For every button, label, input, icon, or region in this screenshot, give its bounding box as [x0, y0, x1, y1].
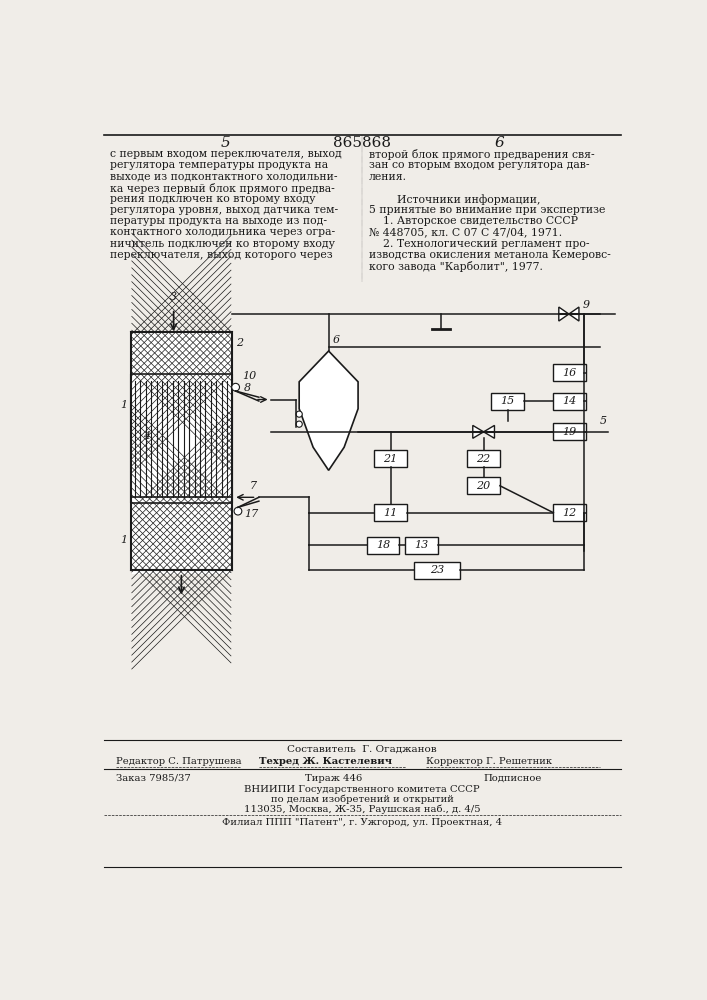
- Bar: [132, 374, 231, 378]
- Text: 113035, Москва, Ж-35, Раушская наб., д. 4/5: 113035, Москва, Ж-35, Раушская наб., д. …: [244, 805, 480, 814]
- Text: 8: 8: [244, 383, 251, 393]
- Text: ка через первый блок прямого предва-: ка через первый блок прямого предва-: [110, 183, 335, 194]
- Text: выходе из подконтактного холодильни-: выходе из подконтактного холодильни-: [110, 172, 337, 182]
- Text: 11: 11: [383, 508, 398, 518]
- Text: регулятора уровня, выход датчика тем-: регулятора уровня, выход датчика тем-: [110, 205, 338, 215]
- Circle shape: [234, 507, 242, 515]
- Text: 13: 13: [414, 540, 428, 550]
- Bar: [554, 423, 586, 440]
- Bar: [132, 374, 231, 380]
- Bar: [132, 570, 231, 574]
- Text: пературы продукта на выходе из под-: пературы продукта на выходе из под-: [110, 216, 327, 226]
- Polygon shape: [473, 425, 484, 438]
- Circle shape: [232, 383, 240, 391]
- Text: 5 принятые во внимание при экспертизе: 5 принятые во внимание при экспертизе: [369, 205, 605, 215]
- Text: 1: 1: [120, 400, 127, 410]
- Text: 6: 6: [332, 335, 339, 345]
- Text: изводства окисления метанола Кемеровс-: изводства окисления метанола Кемеровс-: [369, 250, 611, 260]
- Text: 21: 21: [383, 454, 398, 464]
- Text: регулятора температуры продукта на: регулятора температуры продукта на: [110, 160, 328, 170]
- Text: Редактор С. Патрушева: Редактор С. Патрушева: [115, 757, 241, 766]
- Text: Подписное: Подписное: [484, 774, 542, 783]
- Text: Тираж 446: Тираж 446: [305, 774, 363, 783]
- Text: 17: 17: [244, 509, 258, 519]
- Text: 2. Технологический регламент про-: 2. Технологический регламент про-: [369, 239, 590, 249]
- Bar: [231, 332, 270, 374]
- Text: 9: 9: [583, 300, 590, 310]
- Circle shape: [296, 411, 303, 417]
- Bar: [132, 332, 231, 374]
- Text: по делам изобретений и открытий: по делам изобретений и открытий: [271, 795, 453, 804]
- Text: 10: 10: [242, 371, 256, 381]
- Text: Составитель  Г. Огаджанов: Составитель Г. Огаджанов: [287, 744, 437, 753]
- Text: 12: 12: [563, 508, 577, 518]
- Bar: [131, 332, 232, 570]
- Bar: [131, 332, 232, 570]
- Text: переключателя, выход которого через: переключателя, выход которого через: [110, 250, 333, 260]
- Text: № 448705, кл. С 07 С 47/04, 1971.: № 448705, кл. С 07 С 47/04, 1971.: [369, 227, 562, 237]
- Bar: [374, 504, 407, 521]
- Bar: [231, 503, 270, 570]
- Bar: [467, 450, 500, 467]
- Text: 22: 22: [477, 454, 491, 464]
- Text: 15: 15: [501, 396, 515, 406]
- Bar: [132, 380, 231, 497]
- Text: 1. Авторское свидетельство СССР: 1. Авторское свидетельство СССР: [369, 216, 578, 226]
- Text: Корректор Г. Решетник: Корректор Г. Решетник: [426, 757, 551, 766]
- Polygon shape: [559, 307, 569, 321]
- Circle shape: [296, 421, 303, 427]
- Text: 19: 19: [563, 427, 577, 437]
- Bar: [554, 393, 586, 410]
- Bar: [88, 503, 132, 570]
- Bar: [132, 497, 231, 503]
- Text: 1: 1: [120, 535, 127, 545]
- Bar: [132, 316, 231, 332]
- Text: 7: 7: [250, 481, 257, 491]
- Bar: [88, 332, 132, 374]
- Bar: [467, 477, 500, 494]
- Polygon shape: [569, 307, 579, 321]
- Bar: [374, 450, 407, 467]
- Text: 23: 23: [430, 565, 444, 575]
- Bar: [491, 393, 524, 410]
- Text: 5: 5: [600, 416, 607, 426]
- Text: 20: 20: [477, 481, 491, 491]
- Text: контактного холодильника через огра-: контактного холодильника через огра-: [110, 227, 335, 237]
- Text: Заказ 7985/37: Заказ 7985/37: [115, 774, 190, 783]
- Text: с первым входом переключателя, выход: с первым входом переключателя, выход: [110, 149, 341, 159]
- Text: 16: 16: [563, 368, 577, 378]
- Text: ления.: ления.: [369, 172, 407, 182]
- Text: зан со вторым входом регулятора дав-: зан со вторым входом регулятора дав-: [369, 160, 590, 170]
- Text: 6: 6: [494, 136, 504, 150]
- Bar: [367, 537, 399, 554]
- Text: ничитель подключен ко второму входу: ничитель подключен ко второму входу: [110, 239, 335, 249]
- Text: Источники информации,: Источники информации,: [369, 194, 540, 205]
- Polygon shape: [299, 351, 358, 470]
- Text: 5: 5: [221, 136, 230, 150]
- Bar: [414, 562, 460, 579]
- Text: 14: 14: [563, 396, 577, 406]
- Bar: [132, 503, 231, 570]
- Text: ВНИИПИ Государственного комитета СССР: ВНИИПИ Государственного комитета СССР: [244, 785, 480, 794]
- Bar: [554, 504, 586, 521]
- Text: Филиал ППП "Патент", г. Ужгород, ул. Проектная, 4: Филиал ППП "Патент", г. Ужгород, ул. Про…: [222, 818, 502, 827]
- Text: 3: 3: [170, 292, 177, 302]
- Text: рения подключен ко второму входу: рения подключен ко второму входу: [110, 194, 315, 204]
- Text: 2: 2: [235, 338, 243, 348]
- Text: 865868: 865868: [333, 136, 391, 150]
- Text: Техред Ж. Кастелевич: Техред Ж. Кастелевич: [259, 757, 392, 766]
- Text: второй блок прямого предварения свя-: второй блок прямого предварения свя-: [369, 149, 595, 160]
- Bar: [405, 537, 438, 554]
- Bar: [554, 364, 586, 381]
- Polygon shape: [484, 425, 494, 438]
- Text: 18: 18: [375, 540, 390, 550]
- Text: 4: 4: [143, 431, 150, 441]
- Text: кого завода "Карболит", 1977.: кого завода "Карболит", 1977.: [369, 261, 543, 272]
